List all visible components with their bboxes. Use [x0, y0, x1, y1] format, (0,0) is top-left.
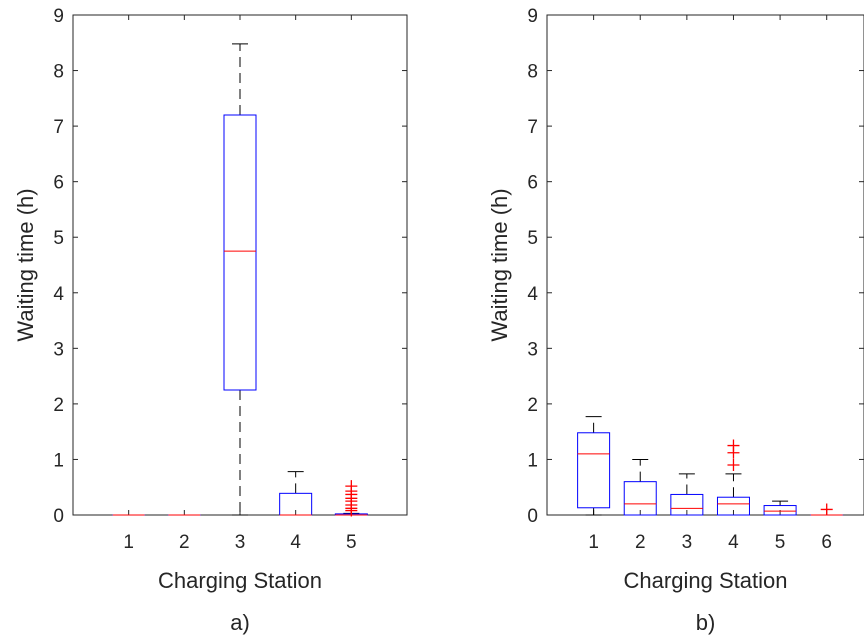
box-station-1	[577, 416, 611, 516]
x-tick-label: 4	[290, 532, 301, 553]
x-tick-label: 3	[682, 532, 693, 553]
outlier-marker	[727, 439, 740, 452]
box-iqr	[763, 505, 797, 516]
x-tick-label: 3	[235, 532, 246, 553]
outlier-marker	[820, 503, 833, 516]
y-tick-label: 7	[53, 117, 64, 138]
box-iqr	[670, 493, 704, 516]
y-tick-label: 1	[527, 450, 538, 471]
box-station-4	[716, 439, 750, 516]
y-tick-label: 2	[527, 395, 538, 416]
box-station-3	[670, 473, 704, 516]
box-iqr	[623, 481, 657, 516]
panel-b: 0 1 2 3 4 5 6 7 8 9 1 2 3 4 5 6 Charging Station Waiting …	[487, 6, 864, 635]
y-tick-label: 4	[527, 284, 538, 305]
x-axis-label: Charging Station	[624, 568, 788, 593]
y-tick-label: 9	[53, 6, 64, 27]
y-tick-label: 0	[53, 506, 64, 527]
box-station-5	[334, 480, 368, 517]
x-axis-label: Charging Station	[158, 568, 322, 593]
box-station-5	[763, 500, 797, 516]
y-tick-label: 7	[527, 117, 538, 138]
box-iqr	[716, 496, 750, 516]
box-station-3	[223, 43, 257, 516]
x-tick-label: 2	[179, 532, 190, 553]
outlier-marker	[345, 480, 358, 493]
box-station-2	[623, 458, 657, 516]
box-iqr	[223, 114, 257, 391]
x-tick-label: 6	[821, 532, 832, 553]
x-tick-label: 4	[728, 532, 739, 553]
y-tick-label: 9	[527, 6, 538, 27]
y-tick-label: 3	[53, 339, 64, 360]
box-station-4	[279, 471, 313, 516]
x-tick-label: 1	[123, 532, 134, 553]
y-axis-label: Waiting time (h)	[13, 188, 38, 341]
x-tick-label: 5	[346, 532, 357, 553]
y-tick-label: 5	[53, 228, 64, 249]
box-iqr	[577, 432, 611, 509]
y-tick-label: 5	[527, 228, 538, 249]
y-tick-label: 2	[53, 395, 64, 416]
y-tick-label: 3	[527, 339, 538, 360]
x-tick-label: 2	[635, 532, 646, 553]
y-tick-label: 1	[53, 450, 64, 471]
panel-label: b)	[696, 610, 716, 635]
y-tick-label: 6	[527, 173, 538, 194]
x-tick-label: 1	[588, 532, 599, 553]
panel-a: 0 1 2 3 4 5 6 7 8 9 1 2 3 4 5 Charging Station Waiting t…	[13, 6, 408, 635]
y-tick-label: 8	[53, 62, 64, 83]
y-tick-label: 6	[53, 173, 64, 194]
box-station-6	[810, 503, 844, 516]
outlier-marker	[727, 459, 740, 471]
y-axis-label: Waiting time (h)	[487, 188, 512, 341]
y-tick-label: 4	[53, 284, 64, 305]
x-tick-label: 5	[775, 532, 786, 553]
panel-label: a)	[230, 610, 250, 635]
y-tick-label: 8	[527, 62, 538, 83]
y-tick-label: 0	[527, 506, 538, 527]
plot-area-frame	[546, 14, 864, 516]
